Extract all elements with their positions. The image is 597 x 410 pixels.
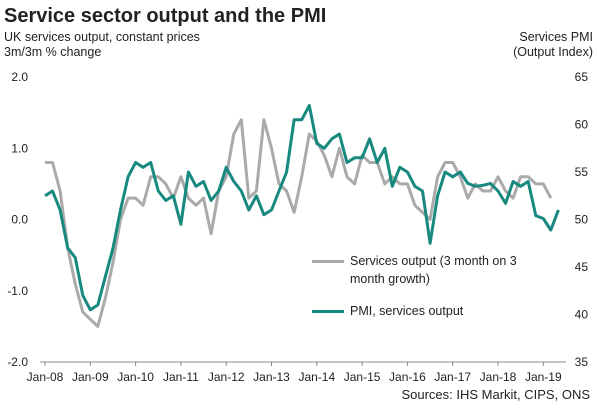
- legend: Services output (3 month on 3 month grow…: [312, 252, 542, 334]
- x-tick-label: Jan-13: [253, 370, 290, 384]
- x-tick-label: Jan-09: [72, 370, 109, 384]
- x-tick-label: Jan-08: [27, 370, 64, 384]
- x-tick-label: Jan-17: [434, 370, 471, 384]
- x-tick-label: Jan-14: [298, 370, 335, 384]
- legend-item: PMI, services output: [312, 302, 542, 320]
- series-line: [44, 104, 560, 312]
- y2-tick-label: 50: [575, 213, 589, 227]
- legend-label: PMI, services output: [350, 304, 464, 318]
- y-tick-label: 0.0: [11, 213, 28, 227]
- y2-axis-title: Services PMI (Output Index): [513, 30, 593, 59]
- y2-tick-label: 40: [575, 308, 589, 322]
- y-tick-label: -2.0: [7, 355, 28, 369]
- y2-axis-title-box: Services PMI (Output Index): [513, 30, 593, 59]
- source: Sources: IHS Markit, CIPS, ONS: [401, 387, 590, 402]
- y2-tick-label: 45: [575, 260, 589, 274]
- x-tick-label: Jan-15: [344, 370, 381, 384]
- y2-tick-label: 60: [575, 118, 589, 132]
- legend-label: Services output (3 month on 3 month grow…: [350, 254, 517, 286]
- chart-title: Service sector output and the PMI: [4, 5, 326, 27]
- x-tick-label: Jan-12: [208, 370, 245, 384]
- x-tick-label: Jan-19: [525, 370, 562, 384]
- x-tick-label: Jan-11: [163, 370, 199, 384]
- y2-tick-label: 55: [575, 165, 589, 179]
- series-line: [45, 118, 553, 328]
- y2-tick-label: 65: [575, 70, 589, 84]
- legend-swatch: [312, 260, 344, 263]
- y-tick-label: -1.0: [7, 284, 28, 298]
- legend-swatch: [312, 310, 344, 313]
- y-axis-title: UK services output, constant prices 3m/3…: [4, 30, 200, 59]
- y-tick-label: 2.0: [11, 70, 28, 84]
- y-tick-label: 1.0: [11, 141, 28, 155]
- x-tick-label: Jan-18: [480, 370, 517, 384]
- y-axis-title-box: UK services output, constant prices 3m/3…: [4, 30, 200, 59]
- x-tick-label: Jan-10: [117, 370, 154, 384]
- legend-item: Services output (3 month on 3 month grow…: [312, 252, 542, 288]
- y2-tick-label: 35: [575, 355, 589, 369]
- x-tick-label: Jan-16: [389, 370, 426, 384]
